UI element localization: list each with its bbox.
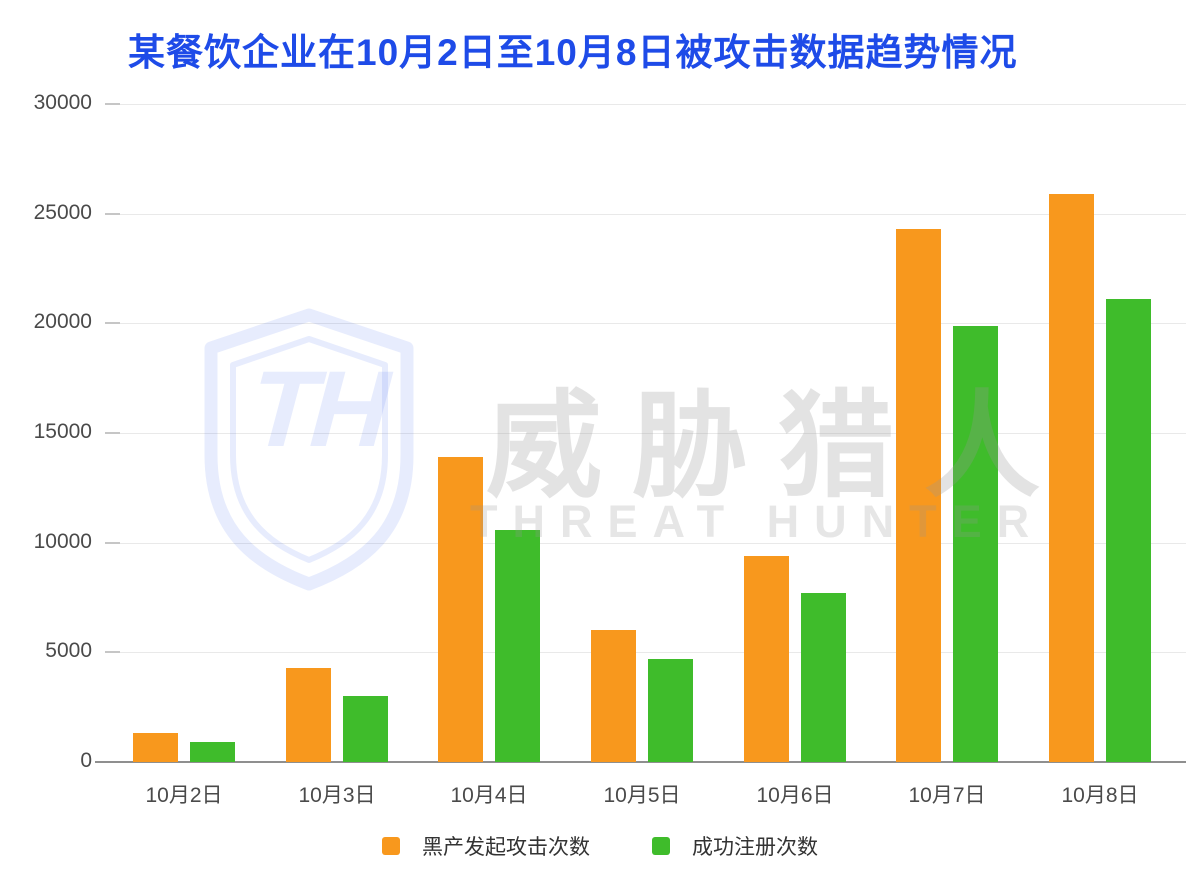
bar-registrations-7 — [1106, 299, 1151, 762]
watermark-monogram: TH — [246, 348, 388, 469]
bar-attacks-6 — [896, 229, 941, 762]
gridline — [105, 214, 1186, 215]
x-axis-label: 10月2日 — [145, 784, 223, 807]
y-axis-tick — [105, 651, 120, 653]
x-axis-line — [95, 761, 1186, 763]
x-axis-label: 10月6日 — [756, 784, 834, 807]
x-axis-label: 10月7日 — [908, 784, 986, 807]
y-axis-label: 5000 — [45, 639, 92, 662]
x-axis-label: 10月5日 — [603, 784, 681, 807]
legend-label-registrations: 成功注册次数 — [692, 836, 818, 859]
y-axis-label: 20000 — [33, 310, 92, 333]
y-axis-label: 10000 — [33, 530, 92, 553]
gridline — [105, 652, 1186, 653]
y-axis-label: 25000 — [33, 201, 92, 224]
threat-hunter-shield-icon — [204, 308, 414, 591]
gridline — [105, 104, 1186, 105]
y-axis-label: 15000 — [33, 420, 92, 443]
bar-registrations-2 — [343, 696, 388, 762]
bar-registrations-6 — [953, 326, 998, 762]
x-axis-label: 10月3日 — [298, 784, 376, 807]
bar-attacks-4 — [591, 630, 636, 762]
y-axis-tick — [105, 542, 120, 544]
bar-registrations-1 — [190, 742, 235, 762]
x-axis-label: 10月8日 — [1061, 784, 1139, 807]
legend-item-registrations[interactable]: 成功注册次数 — [652, 831, 818, 861]
legend: 黑产发起攻击次数 成功注册次数 — [0, 831, 1200, 861]
legend-swatch-registrations — [652, 837, 670, 855]
legend-item-attacks[interactable]: 黑产发起攻击次数 — [382, 831, 590, 861]
y-axis-tick — [105, 103, 120, 105]
gridline — [105, 323, 1186, 324]
x-axis-label: 10月4日 — [450, 784, 528, 807]
legend-label-attacks: 黑产发起攻击次数 — [422, 836, 590, 859]
y-axis-label: 30000 — [33, 91, 92, 114]
gridline — [105, 433, 1186, 434]
y-axis-tick — [105, 322, 120, 324]
bar-attacks-1 — [133, 733, 178, 762]
bar-attacks-5 — [744, 556, 789, 762]
legend-swatch-attacks — [382, 837, 400, 855]
chart-title: 某餐饮企业在10月2日至10月8日被攻击数据趋势情况 — [128, 32, 1018, 73]
bar-registrations-3 — [495, 530, 540, 762]
gridline — [105, 543, 1186, 544]
bar-attacks-3 — [438, 457, 483, 762]
bar-registrations-4 — [648, 659, 693, 762]
bar-attacks-7 — [1049, 194, 1094, 762]
y-axis-tick — [105, 432, 120, 434]
y-axis-label: 0 — [80, 749, 92, 772]
bar-attacks-2 — [286, 668, 331, 762]
y-axis-tick — [105, 213, 120, 215]
bar-registrations-5 — [801, 593, 846, 762]
